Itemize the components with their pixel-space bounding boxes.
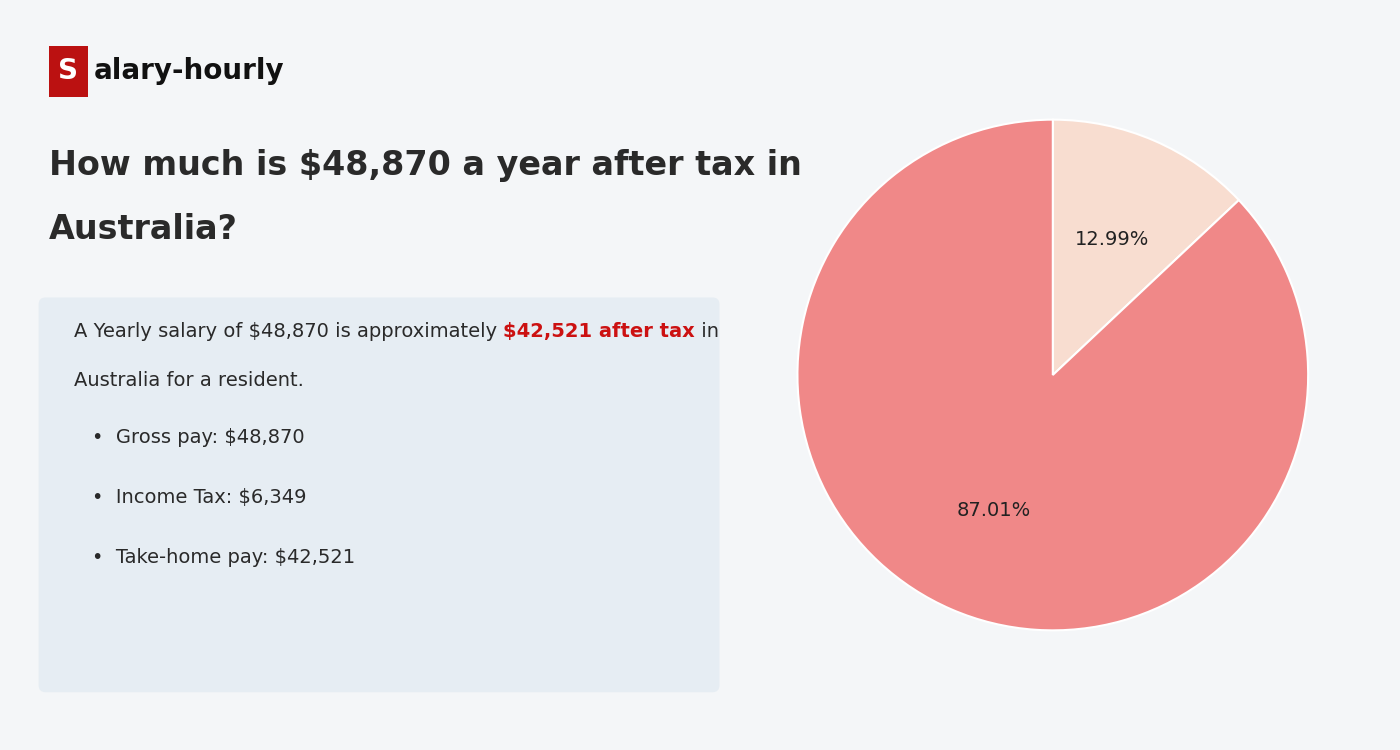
Text: alary-hourly: alary-hourly [94,57,284,86]
Wedge shape [1053,120,1239,375]
Text: Australia for a resident.: Australia for a resident. [74,371,304,391]
Text: 87.01%: 87.01% [956,502,1032,520]
Text: How much is $48,870 a year after tax in: How much is $48,870 a year after tax in [49,149,802,182]
Text: S: S [59,57,78,86]
Text: A Yearly salary of $48,870 is approximately: A Yearly salary of $48,870 is approximat… [74,322,503,341]
Text: in: in [694,322,720,341]
Text: •  Take-home pay: $42,521: • Take-home pay: $42,521 [91,548,354,567]
FancyBboxPatch shape [49,46,88,97]
FancyBboxPatch shape [39,298,720,692]
Text: Australia?: Australia? [49,213,238,246]
Legend: Income Tax, Take-home Pay: Income Tax, Take-home Pay [871,0,1235,2]
Text: 12.99%: 12.99% [1074,230,1149,248]
Text: $42,521 after tax: $42,521 after tax [503,322,694,341]
Wedge shape [798,120,1308,630]
Text: •  Gross pay: $48,870: • Gross pay: $48,870 [91,427,304,447]
Text: •  Income Tax: $6,349: • Income Tax: $6,349 [91,488,307,507]
